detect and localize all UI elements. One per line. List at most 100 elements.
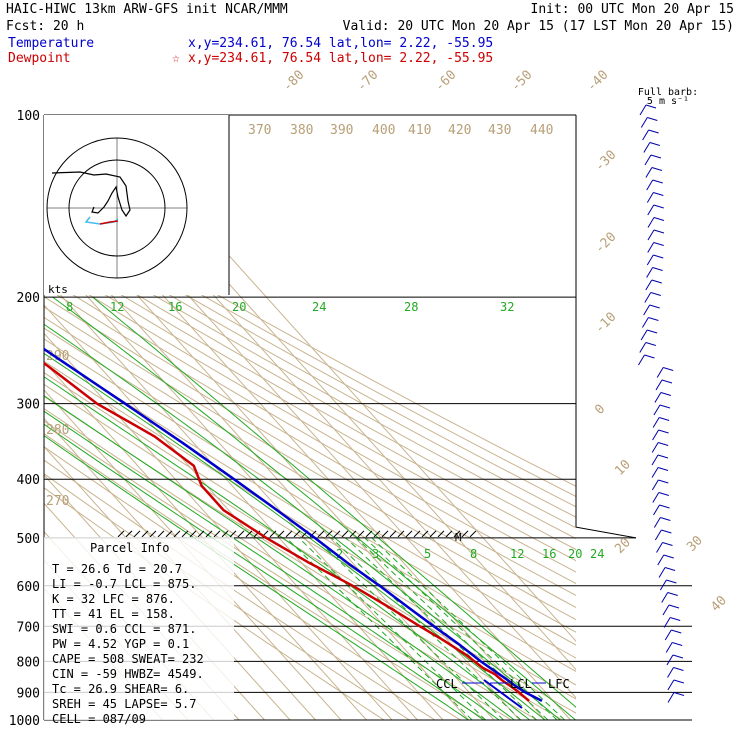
- parcel-info-row: K = 32 LFC = 876.: [52, 592, 175, 606]
- mixing-ratio-line: [315, 537, 504, 720]
- wind-barb-flag: [652, 179, 663, 184]
- tropopause-hatch: [229, 530, 237, 538]
- wind-barb-flag: [673, 679, 685, 684]
- pressure-tick-label: 500: [17, 532, 40, 547]
- parcel-info-row: SWI = 0.6 CCL = 871.: [52, 622, 197, 636]
- wind-barb-flag: [653, 254, 664, 259]
- tropopause-hatch: [429, 530, 437, 538]
- mixing-ratio-line: [286, 537, 473, 720]
- tropopause-hatch: [381, 530, 389, 538]
- wind-barb-flag: [653, 242, 664, 246]
- wind-barb-staff: [647, 242, 655, 253]
- dry-adiabat-line: [44, 327, 576, 646]
- dry-adiabat-line: [44, 219, 576, 518]
- wind-barb-staff: [647, 204, 655, 216]
- wind-barb-flag: [649, 304, 660, 309]
- hodograph-trace-upper: [51, 171, 131, 218]
- isotherm-tick-label: -30: [592, 148, 619, 175]
- dry-adiabat-line: [44, 296, 576, 609]
- wind-barb-staff: [665, 642, 673, 653]
- wind-barb-flag: [663, 367, 674, 371]
- tropopause-hatch: [389, 530, 397, 538]
- wind-barb-flag: [658, 442, 669, 446]
- tropopause-hatch: [405, 530, 413, 538]
- parcel-info-row: TT = 41 EL = 158.: [52, 607, 175, 621]
- wind-barb-flag: [661, 529, 672, 534]
- isotherm-tick-label: -50: [508, 68, 535, 95]
- wind-barb-staff: [653, 504, 660, 516]
- wind-barb-flag: [661, 379, 673, 384]
- theta-tick-label: 370: [248, 123, 271, 138]
- temperature-location: x,y=234.61, 76.54 lat,lon= 2.22, -55.95: [188, 36, 493, 51]
- tropopause-hatch: [349, 530, 357, 538]
- tropopause-hatch: [269, 530, 277, 538]
- pressure-tick-label: 300: [17, 398, 40, 413]
- wind-barb-flag: [660, 392, 672, 396]
- wind-barb-flag: [673, 667, 684, 671]
- mixing-ratio-label: 16: [168, 300, 182, 314]
- theta-tick-label: 390: [330, 123, 353, 138]
- mixing-ratio-label: 12: [110, 300, 124, 314]
- wind-barb-flag: [651, 279, 662, 284]
- tropopause-hatch: [373, 530, 381, 538]
- wind-barb-flag: [645, 104, 657, 109]
- pressure-tick-label: 800: [17, 655, 40, 670]
- dry-adiabat-line: [44, 316, 576, 633]
- mixing-ratio-label: 16: [542, 547, 556, 561]
- wind-barb-staff: [641, 317, 649, 328]
- wind-barb-staff: [642, 129, 650, 141]
- tropopause-hatch: [173, 530, 181, 538]
- theta-tick-label: 280: [46, 423, 69, 438]
- isotherm-tick-label: 40: [708, 593, 730, 615]
- melting-level-label: M: [455, 531, 462, 544]
- header-title: HAIC-HIWC 13km ARW-GFS init NCAR/MMM: [6, 2, 288, 17]
- tropopause-hatch: [213, 530, 221, 538]
- tropopause-hatch: [157, 530, 165, 538]
- wind-barb-staff: [646, 192, 654, 203]
- wind-barb-flag: [652, 267, 663, 271]
- isotherm-tick-label: -60: [432, 68, 459, 95]
- isotherm-line: [44, 389, 342, 720]
- pressure-tick-label: 400: [17, 473, 40, 488]
- dry-adiabat-line: [44, 407, 538, 720]
- pressure-tick-label: 1000: [9, 714, 40, 729]
- wind-barb-flag: [667, 592, 678, 596]
- wind-barb-staff: [640, 117, 648, 128]
- wind-barb-flag: [660, 517, 671, 521]
- wind-barb-flag: [662, 542, 673, 546]
- mixing-ratio-label: 2: [336, 547, 343, 561]
- mixing-ratio-label: 24: [590, 547, 604, 561]
- isotherm-tick-label: 0: [592, 402, 608, 418]
- wind-barb-flag: [647, 117, 658, 121]
- mixing-ratio-label: 3: [372, 547, 379, 561]
- wind-barb-flag: [650, 154, 662, 159]
- tropopause-hatch: [221, 530, 229, 538]
- mixing-ratio-label: 32: [500, 300, 514, 314]
- wind-barb-staff: [667, 679, 675, 691]
- dewpoint-location: x,y=234.61, 76.54 lat,lon= 2.22, -55.95: [188, 51, 493, 66]
- wind-barb-flag: [646, 329, 658, 334]
- temperature-line: [44, 347, 543, 703]
- profile-annotations: ELCCLLCLLFCM: [436, 531, 570, 709]
- dry-adiabat-line: [44, 383, 576, 714]
- wind-barb-staff: [646, 254, 654, 266]
- wind-barb-staff: [645, 279, 653, 291]
- wind-barb-flag: [670, 617, 681, 621]
- header-valid: Valid: 20 UTC Mon 20 Apr 15 (17 LST Mon …: [343, 19, 734, 34]
- wind-barb-flag: [648, 317, 659, 321]
- wind-barb-staff: [658, 567, 666, 578]
- wind-barb-staff: [647, 217, 655, 228]
- tropopause-hatch: [245, 530, 253, 538]
- wind-barb-staff: [664, 629, 672, 641]
- wind-barb-flag: [659, 404, 671, 409]
- isotherm-tick-label: -10: [592, 310, 619, 337]
- wind-barb-staff: [652, 429, 659, 441]
- tropopause-hatch: [333, 530, 341, 538]
- wind-barbs: [638, 104, 685, 703]
- wind-barb-staff: [654, 392, 662, 403]
- mixing-ratio-label: 8: [66, 300, 73, 314]
- mixing-ratio-label: 24: [312, 300, 326, 314]
- wind-barb-flag: [645, 342, 656, 346]
- tropopause-hatch: [133, 530, 141, 538]
- wind-barb-flag: [653, 217, 665, 221]
